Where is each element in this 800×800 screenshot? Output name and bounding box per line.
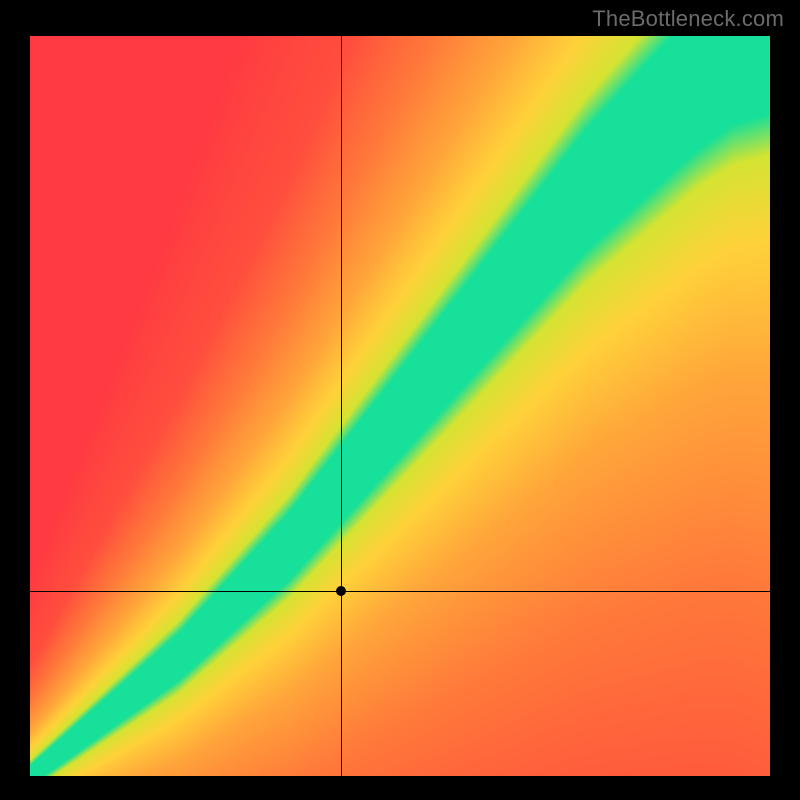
crosshair-vertical — [341, 36, 342, 776]
crosshair-horizontal — [30, 591, 770, 592]
figure-root: TheBottleneck.com — [0, 0, 800, 800]
watermark-text: TheBottleneck.com — [592, 6, 784, 32]
marker-dot — [336, 586, 346, 596]
heatmap-canvas — [30, 36, 770, 776]
plot-area — [30, 36, 770, 776]
